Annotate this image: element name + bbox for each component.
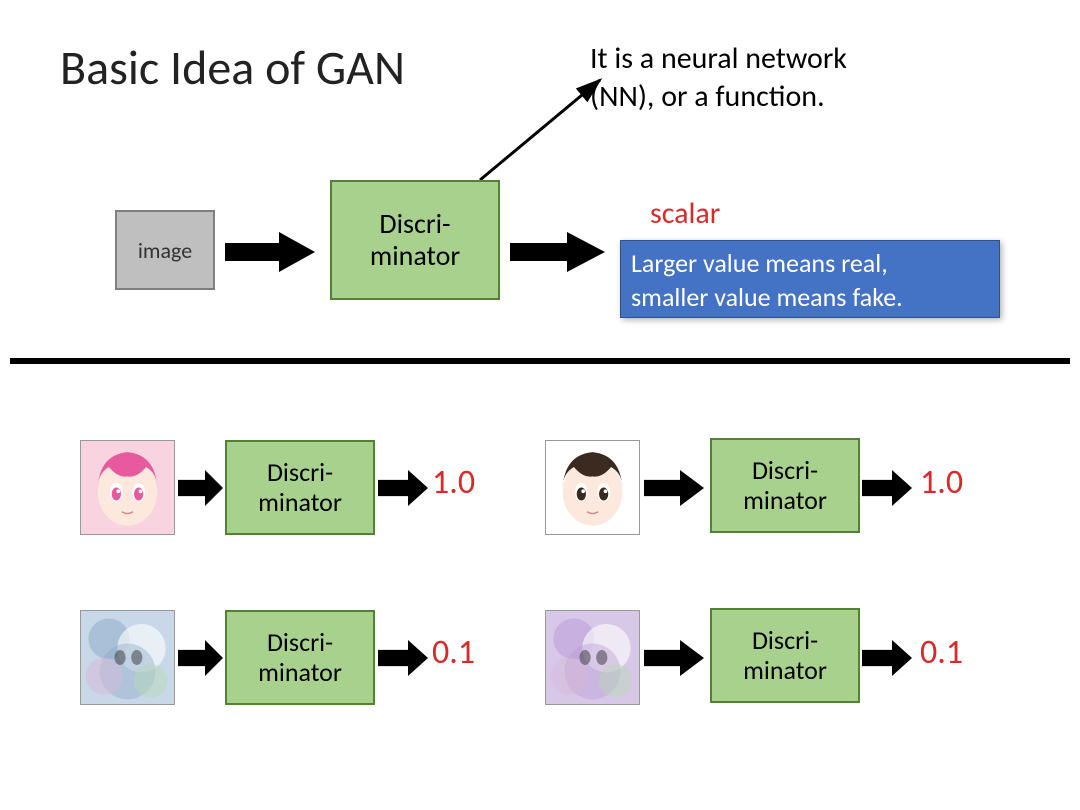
discriminator-box: Discri-minator [225, 440, 375, 535]
discriminator-label: Discri-minator [258, 458, 342, 518]
arrow-icon [644, 640, 704, 676]
arrow-icon [378, 470, 428, 506]
discriminator-label: Discri-minator [258, 628, 342, 688]
output-description-box: Larger value means real,smaller value me… [620, 240, 1000, 318]
arrow-icon [862, 470, 912, 506]
arrow-icon [225, 232, 315, 272]
discriminator-box: Discri-minator [225, 610, 375, 705]
score-value: 0.1 [920, 632, 963, 673]
nn-annotation: It is a neural network(NN), or a functio… [590, 40, 847, 115]
discriminator-label: Discri-minator [370, 208, 460, 272]
input-image-box: image [115, 210, 215, 290]
score-value: 0.1 [432, 632, 475, 673]
arrow-icon [378, 640, 428, 676]
discriminator-box: Discri-minator [710, 608, 860, 703]
sample-image [80, 440, 175, 535]
sample-image [545, 440, 640, 535]
discriminator-box: Discri-minator [710, 438, 860, 533]
arrow-icon [178, 470, 223, 506]
slide-title: Basic Idea of GAN [60, 38, 405, 97]
arrow-icon [178, 640, 223, 676]
arrow-icon [862, 640, 912, 676]
sample-image [80, 610, 175, 705]
discriminator-box: Discri-minator [330, 180, 500, 300]
arrow-icon [510, 232, 605, 272]
section-divider [10, 358, 1070, 364]
arrow-icon [644, 470, 704, 506]
score-value: 1.0 [432, 462, 475, 503]
input-image-label: image [138, 237, 192, 264]
discriminator-label: Discri-minator [743, 456, 827, 516]
sample-image [545, 610, 640, 705]
score-value: 1.0 [920, 462, 963, 503]
output-description-text: Larger value means real,smaller value me… [631, 247, 903, 313]
scalar-label: scalar [650, 195, 720, 232]
discriminator-label: Discri-minator [743, 626, 827, 686]
